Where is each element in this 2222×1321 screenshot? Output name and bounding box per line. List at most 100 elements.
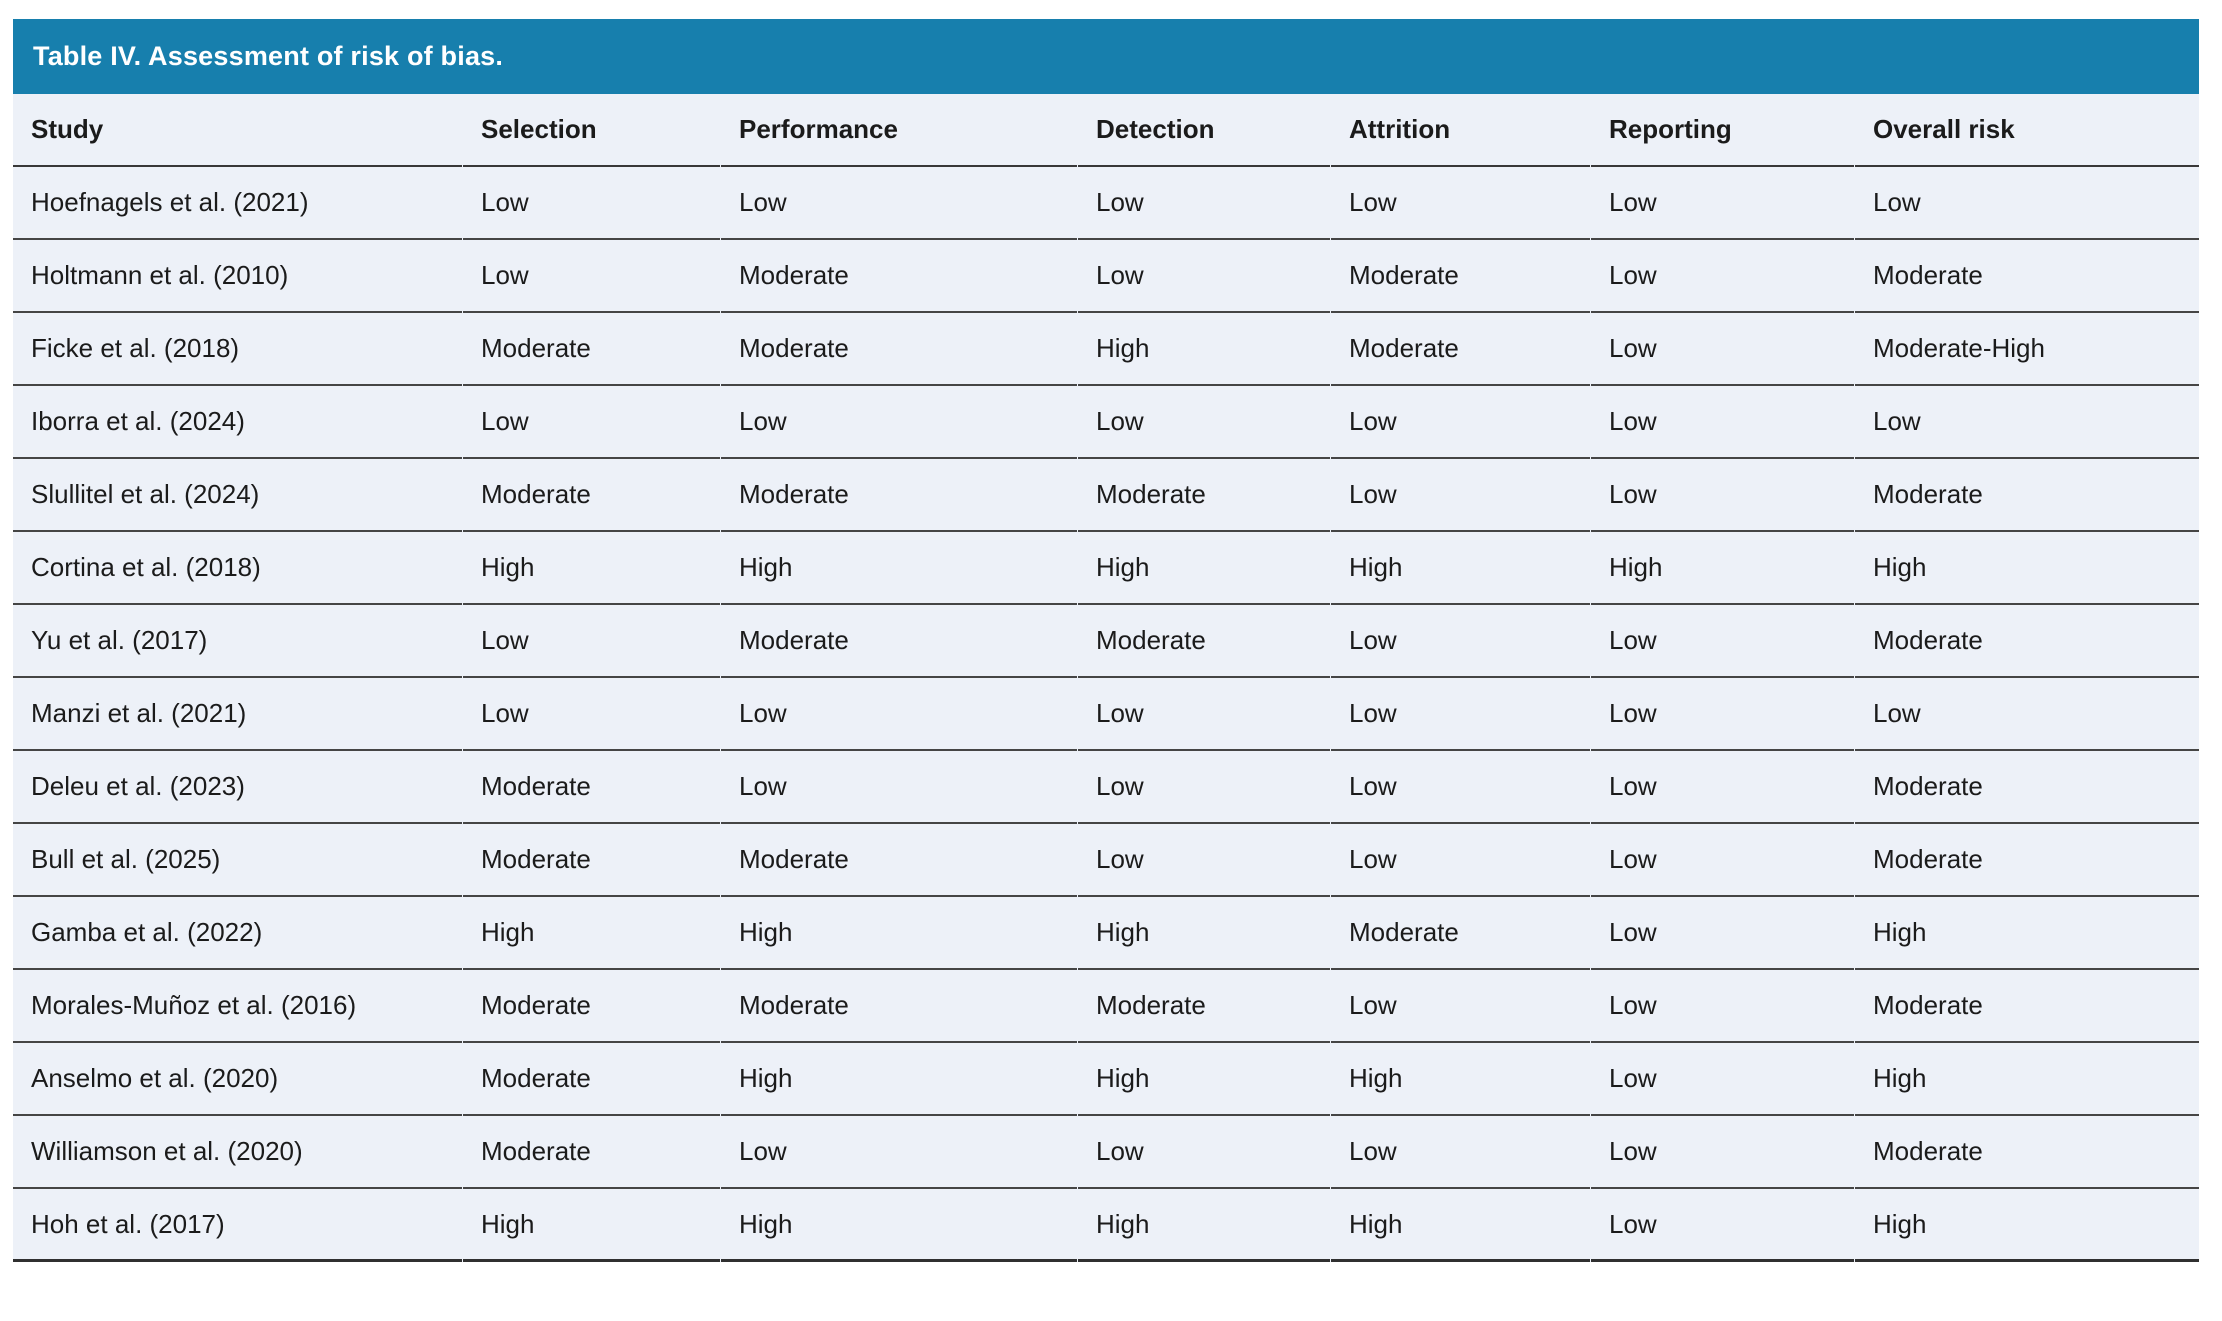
- cell-detection: Low: [1078, 824, 1330, 897]
- cell-detection: Low: [1078, 678, 1330, 751]
- cell-reporting: Low: [1591, 897, 1854, 970]
- column-header-reporting: Reporting: [1591, 94, 1854, 167]
- cell-overall-risk: Low: [1855, 167, 2199, 240]
- cell-overall-risk: High: [1855, 897, 2199, 970]
- cell-reporting: Low: [1591, 313, 1854, 386]
- cell-performance: High: [721, 1043, 1077, 1116]
- cell-reporting: Low: [1591, 386, 1854, 459]
- cell-performance: High: [721, 532, 1077, 605]
- cell-performance: Moderate: [721, 970, 1077, 1043]
- cell-detection: Moderate: [1078, 970, 1330, 1043]
- cell-study: Bull et al. (2025): [13, 824, 462, 897]
- cell-overall-risk: Low: [1855, 386, 2199, 459]
- cell-selection: Moderate: [463, 1043, 720, 1116]
- cell-study: Williamson et al. (2020): [13, 1116, 462, 1189]
- table-row: Ficke et al. (2018) Moderate Moderate Hi…: [13, 313, 2199, 386]
- cell-performance: Moderate: [721, 313, 1077, 386]
- column-header-selection: Selection: [463, 94, 720, 167]
- cell-selection: Low: [463, 678, 720, 751]
- cell-selection: Moderate: [463, 824, 720, 897]
- cell-attrition: Low: [1331, 386, 1590, 459]
- table-body: Hoefnagels et al. (2021) Low Low Low Low…: [13, 167, 2199, 1262]
- cell-study: Manzi et al. (2021): [13, 678, 462, 751]
- cell-detection: Moderate: [1078, 605, 1330, 678]
- risk-of-bias-table: Table IV. Assessment of risk of bias. St…: [13, 19, 2199, 1262]
- cell-attrition: High: [1331, 532, 1590, 605]
- cell-overall-risk: Moderate: [1855, 970, 2199, 1043]
- cell-study: Gamba et al. (2022): [13, 897, 462, 970]
- cell-overall-risk: Moderate: [1855, 605, 2199, 678]
- table-row: Morales-Muñoz et al. (2016) Moderate Mod…: [13, 970, 2199, 1043]
- cell-attrition: High: [1331, 1189, 1590, 1262]
- cell-detection: Low: [1078, 751, 1330, 824]
- cell-study: Hoh et al. (2017): [13, 1189, 462, 1262]
- cell-study: Anselmo et al. (2020): [13, 1043, 462, 1116]
- table-row: Holtmann et al. (2010) Low Moderate Low …: [13, 240, 2199, 313]
- table-title-bar: Table IV. Assessment of risk of bias.: [13, 19, 2199, 94]
- cell-selection: High: [463, 1189, 720, 1262]
- table-row: Iborra et al. (2024) Low Low Low Low Low…: [13, 386, 2199, 459]
- column-header-performance: Performance: [721, 94, 1077, 167]
- cell-study: Cortina et al. (2018): [13, 532, 462, 605]
- cell-overall-risk: Low: [1855, 678, 2199, 751]
- table-row: Anselmo et al. (2020) Moderate High High…: [13, 1043, 2199, 1116]
- cell-detection: Low: [1078, 167, 1330, 240]
- cell-study: Iborra et al. (2024): [13, 386, 462, 459]
- cell-selection: High: [463, 532, 720, 605]
- cell-selection: Low: [463, 605, 720, 678]
- cell-attrition: Low: [1331, 824, 1590, 897]
- cell-study: Morales-Muñoz et al. (2016): [13, 970, 462, 1043]
- cell-attrition: Low: [1331, 167, 1590, 240]
- cell-attrition: Low: [1331, 751, 1590, 824]
- cell-overall-risk: Moderate: [1855, 824, 2199, 897]
- cell-overall-risk: High: [1855, 1189, 2199, 1262]
- cell-reporting: Low: [1591, 678, 1854, 751]
- column-header-overall-risk: Overall risk: [1855, 94, 2199, 167]
- cell-performance: Low: [721, 1116, 1077, 1189]
- cell-attrition: Low: [1331, 459, 1590, 532]
- cell-selection: High: [463, 897, 720, 970]
- cell-reporting: Low: [1591, 970, 1854, 1043]
- table-title: Table IV. Assessment of risk of bias.: [33, 41, 504, 71]
- cell-attrition: Low: [1331, 605, 1590, 678]
- table-row: Cortina et al. (2018) High High High Hig…: [13, 532, 2199, 605]
- cell-performance: Moderate: [721, 459, 1077, 532]
- cell-attrition: Low: [1331, 1116, 1590, 1189]
- cell-performance: High: [721, 897, 1077, 970]
- cell-reporting: Low: [1591, 751, 1854, 824]
- cell-detection: Low: [1078, 386, 1330, 459]
- table-row: Manzi et al. (2021) Low Low Low Low Low …: [13, 678, 2199, 751]
- cell-study: Hoefnagels et al. (2021): [13, 167, 462, 240]
- cell-performance: Moderate: [721, 605, 1077, 678]
- cell-selection: Moderate: [463, 751, 720, 824]
- cell-reporting: Low: [1591, 1043, 1854, 1116]
- column-header-attrition: Attrition: [1331, 94, 1590, 167]
- table-row: Slullitel et al. (2024) Moderate Moderat…: [13, 459, 2199, 532]
- table-row: Gamba et al. (2022) High High High Moder…: [13, 897, 2199, 970]
- cell-reporting: Low: [1591, 240, 1854, 313]
- cell-reporting: Low: [1591, 824, 1854, 897]
- cell-performance: Low: [721, 167, 1077, 240]
- cell-performance: High: [721, 1189, 1077, 1262]
- cell-overall-risk: Moderate: [1855, 459, 2199, 532]
- cell-attrition: Low: [1331, 678, 1590, 751]
- cell-performance: Low: [721, 751, 1077, 824]
- cell-detection: High: [1078, 897, 1330, 970]
- cell-selection: Low: [463, 386, 720, 459]
- cell-performance: Moderate: [721, 824, 1077, 897]
- cell-selection: Moderate: [463, 1116, 720, 1189]
- cell-reporting: High: [1591, 532, 1854, 605]
- cell-reporting: Low: [1591, 459, 1854, 532]
- table-row: Bull et al. (2025) Moderate Moderate Low…: [13, 824, 2199, 897]
- cell-overall-risk: High: [1855, 1043, 2199, 1116]
- cell-study: Deleu et al. (2023): [13, 751, 462, 824]
- cell-selection: Moderate: [463, 970, 720, 1043]
- cell-overall-risk: Moderate-High: [1855, 313, 2199, 386]
- cell-study: Yu et al. (2017): [13, 605, 462, 678]
- cell-study: Slullitel et al. (2024): [13, 459, 462, 532]
- cell-performance: Moderate: [721, 240, 1077, 313]
- cell-selection: Moderate: [463, 313, 720, 386]
- column-header-study: Study: [13, 94, 462, 167]
- cell-overall-risk: Moderate: [1855, 751, 2199, 824]
